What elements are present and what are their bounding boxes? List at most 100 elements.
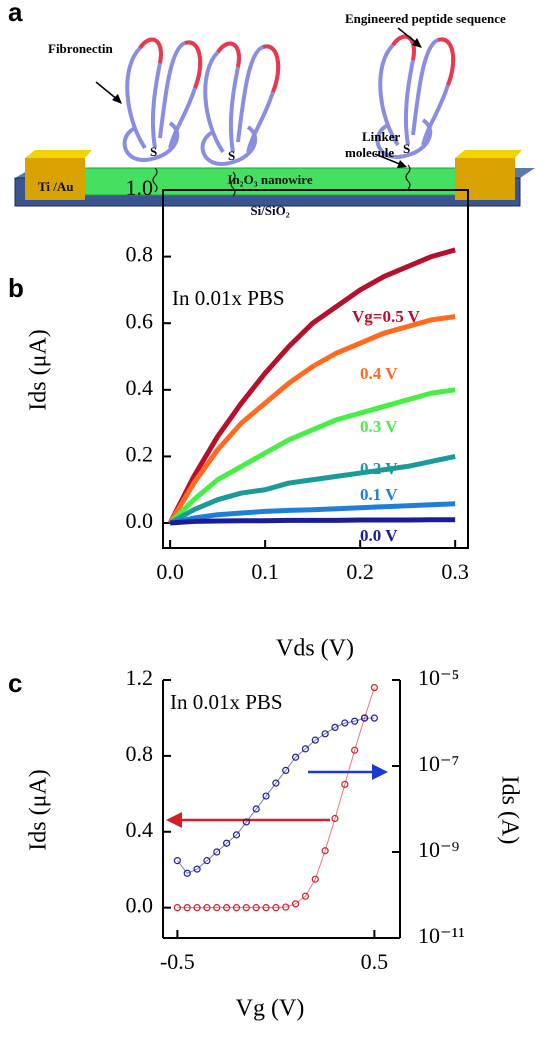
series-line bbox=[167, 247, 456, 525]
series-label: Vg=0.5 V bbox=[352, 307, 421, 326]
data-point bbox=[203, 904, 211, 912]
arrow bbox=[95, 81, 119, 101]
data-point bbox=[301, 745, 310, 753]
panel-label: a bbox=[8, 0, 23, 27]
data-point bbox=[262, 792, 270, 800]
data-point bbox=[321, 847, 329, 855]
electrode-label: Ti /Au bbox=[38, 179, 74, 194]
data-point bbox=[232, 831, 241, 839]
data-point bbox=[311, 736, 319, 744]
y-tick-label: 0.8 bbox=[126, 242, 154, 267]
y2-tick-label: 10⁻⁵ bbox=[418, 665, 459, 690]
electrode bbox=[25, 158, 85, 200]
plot-frame bbox=[162, 189, 469, 549]
series-line bbox=[168, 387, 456, 525]
y-tick-label: 1.2 bbox=[126, 665, 154, 690]
data-point bbox=[193, 865, 201, 873]
y2-tick-label: 10⁻⁹ bbox=[418, 837, 460, 862]
protein bbox=[375, 34, 456, 191]
data-point bbox=[321, 730, 329, 738]
data-point bbox=[351, 717, 359, 725]
data-point bbox=[183, 904, 191, 912]
y-tick-label: 0.0 bbox=[126, 508, 154, 533]
sulfur: S bbox=[228, 148, 235, 163]
data-point bbox=[232, 904, 241, 912]
data-point bbox=[341, 719, 349, 727]
linker-label: Linker bbox=[362, 129, 401, 144]
data-point bbox=[331, 814, 339, 823]
x-tick-label: 0.5 bbox=[361, 949, 389, 974]
nanowire-label: In₂O₃ nanowire bbox=[227, 172, 312, 187]
y-tick-label: 0.0 bbox=[126, 893, 154, 918]
data-point bbox=[223, 839, 231, 847]
panel-label: b bbox=[8, 273, 24, 303]
panel-a: a S S S Fibronectin Engineered peptide s… bbox=[8, 0, 535, 218]
data-point bbox=[331, 723, 339, 732]
panel-c: c In 0.01x PBS 0.0 0.4 0.8 1.2 -0.5 0.5 10⁻¹¹ 10⁻… bbox=[8, 665, 523, 1021]
data-point bbox=[360, 714, 369, 722]
data-point bbox=[272, 779, 280, 787]
electrode-top bbox=[25, 150, 92, 158]
electrode-top bbox=[455, 150, 522, 158]
data-point bbox=[252, 904, 260, 912]
y-axis-label: Ids (μA) bbox=[26, 769, 52, 851]
y2-tick-label: 10⁻⁷ bbox=[418, 751, 459, 776]
arrow-head bbox=[412, 38, 422, 48]
series-line bbox=[167, 314, 456, 525]
y-tick-label: 1.0 bbox=[126, 175, 154, 200]
sulfur: S bbox=[150, 144, 157, 159]
linker-label: molecule bbox=[345, 145, 394, 160]
y-tick-label: 0.6 bbox=[126, 308, 154, 333]
series-line bbox=[169, 501, 456, 526]
data-point bbox=[173, 904, 181, 912]
data-point bbox=[173, 857, 181, 865]
y2-tick-label: 10⁻¹¹ bbox=[418, 923, 465, 948]
data-point bbox=[252, 805, 260, 813]
data-point bbox=[370, 683, 378, 692]
data-point bbox=[301, 892, 310, 900]
x-tick-label: 0.3 bbox=[441, 559, 469, 584]
data-point bbox=[213, 904, 221, 912]
data-point bbox=[242, 818, 250, 826]
data-point bbox=[193, 904, 201, 912]
series-label: 0.2 V bbox=[360, 459, 398, 478]
arrow-head bbox=[397, 160, 407, 168]
y-tick-label: 0.2 bbox=[126, 441, 154, 466]
x-axis-label: Vds (V) bbox=[276, 636, 354, 662]
annotation: In 0.01x PBS bbox=[170, 690, 283, 714]
peptide-label: Engineered peptide sequence bbox=[345, 11, 506, 26]
annotation: In 0.01x PBS bbox=[172, 286, 285, 310]
fibronectin-label: Fibronectin bbox=[48, 41, 114, 56]
panel-b: b In 0.01x PBS 0.0 0.2 0.4 0.6 0.8 1.0 0.0 0.1 0.2… bbox=[8, 175, 469, 662]
x-tick-label: -0.5 bbox=[160, 949, 195, 974]
arrow bbox=[374, 153, 403, 166]
y-tick-label: 0.4 bbox=[126, 817, 154, 842]
y-tick-label: 0.8 bbox=[126, 741, 154, 766]
arrow-head bbox=[372, 764, 388, 780]
x-tick-label: 0.0 bbox=[156, 559, 184, 584]
data-point bbox=[370, 714, 378, 722]
data-point bbox=[223, 904, 231, 912]
data-point bbox=[311, 875, 319, 883]
data-point bbox=[291, 900, 300, 908]
series-line bbox=[169, 517, 456, 526]
data-point bbox=[272, 904, 280, 912]
series-label: 0.3 V bbox=[360, 417, 398, 436]
data-point bbox=[262, 904, 270, 912]
data-point bbox=[282, 903, 290, 911]
y-tick-label: 0.4 bbox=[126, 375, 154, 400]
data-point bbox=[213, 848, 221, 856]
electrode bbox=[455, 158, 515, 200]
arrow-head bbox=[112, 94, 122, 104]
x-tick-label: 0.2 bbox=[346, 559, 374, 584]
sulfur: S bbox=[403, 141, 410, 156]
substrate-label: Si/SiO₂ bbox=[250, 203, 289, 218]
series-label: 0.1 V bbox=[360, 485, 398, 504]
series-label: 0.4 V bbox=[360, 364, 398, 383]
data-point bbox=[183, 869, 191, 877]
data-point bbox=[282, 766, 290, 775]
data-point bbox=[291, 753, 300, 761]
data-point bbox=[203, 857, 211, 865]
x-axis-label: Vg (V) bbox=[236, 996, 305, 1022]
